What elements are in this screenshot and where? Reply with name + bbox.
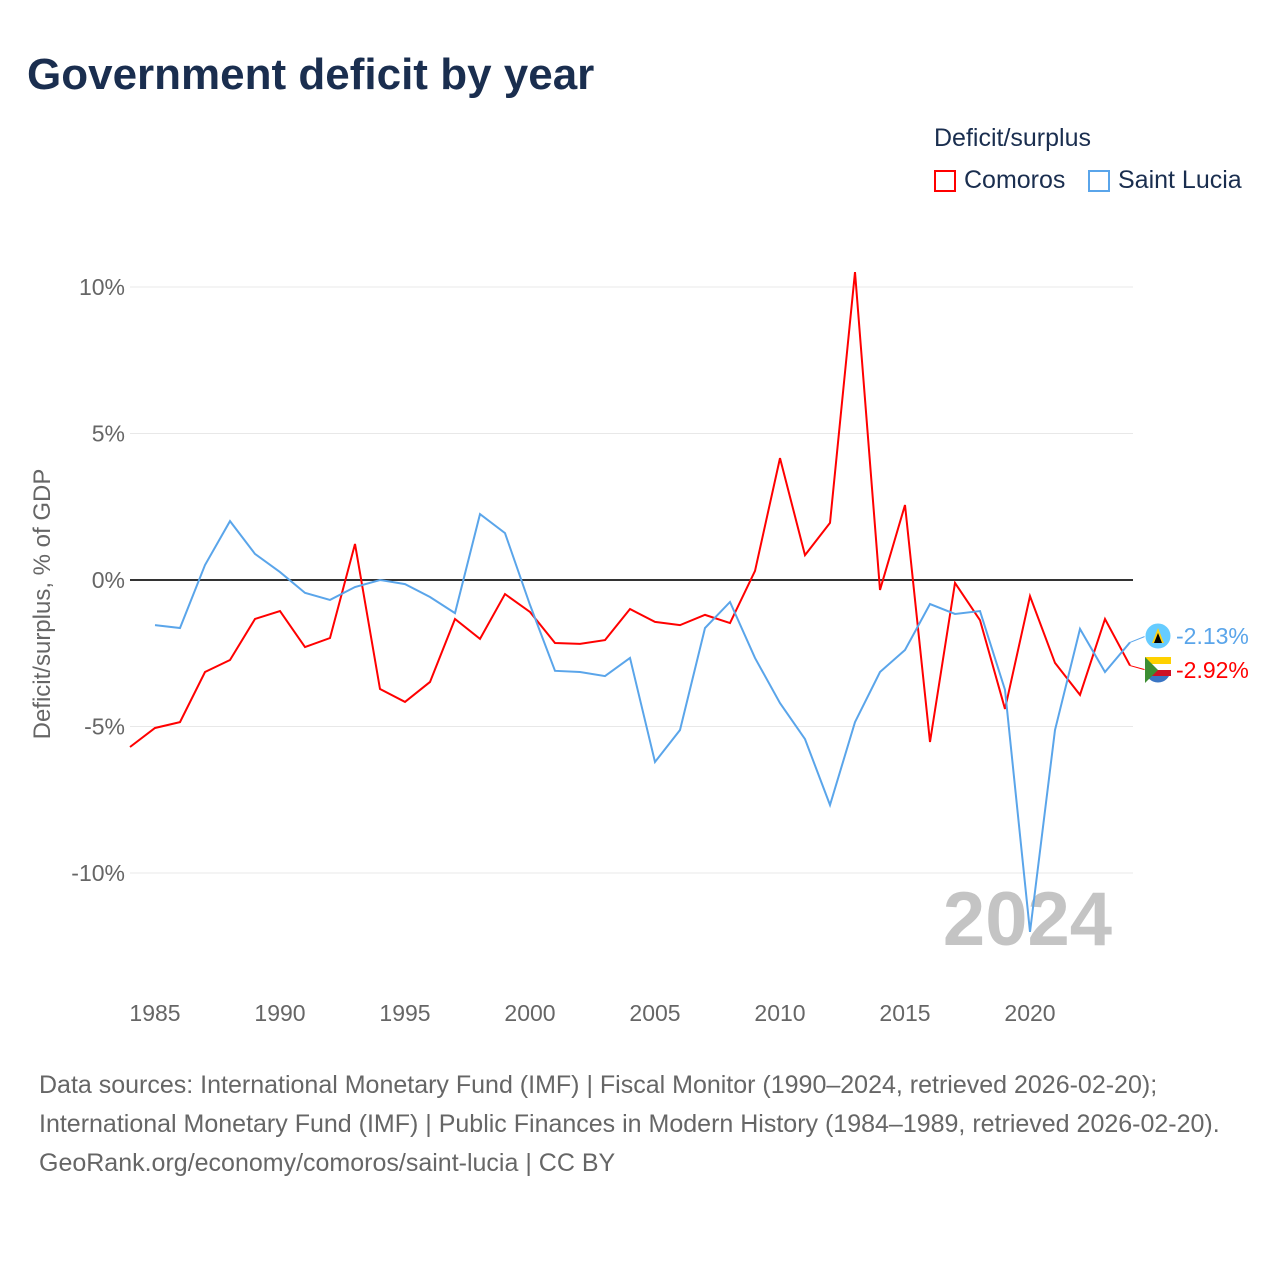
series-line-saint-lucia [154,512,1131,933]
x-tick-label: 2015 [879,1000,930,1026]
year-watermark: 2024 [943,877,1112,962]
legend-swatch-comoros [934,169,956,192]
y-tick-label: 10% [79,274,125,300]
flag-stripe [1145,664,1171,670]
legend-label: Saint Lucia [1118,166,1242,194]
flag-triangle [1154,633,1162,643]
y-tick-label: -5% [84,714,125,740]
flag-stripe [1145,670,1171,676]
line-chart: 2024 10% 5% 0% -5% -10% 1985 1990 1995 2000 2005 20… [29,271,1249,1026]
y-axis-label: Deficit/surplus, % of GDP [29,469,56,740]
x-tick-label: 2010 [754,1000,805,1026]
flag-stripe [1145,657,1171,664]
y-tick-label: 0% [92,567,125,593]
end-connector [1129,665,1147,671]
legend-title: Deficit/surplus [934,124,1091,152]
y-tick-label: 5% [92,421,125,447]
credit-link[interactable]: GeoRank.org/economy/comoros/saint-lucia … [39,1149,616,1177]
flag-triangle [1145,657,1158,683]
x-tick-label: 2000 [504,1000,555,1026]
x-tick-label: 2005 [629,1000,680,1026]
y-tick-label: -10% [71,860,125,886]
footer: Data sources: International Monetary Fun… [39,1066,1239,1183]
x-tick-label: 1990 [254,1000,305,1026]
series-line-comoros [129,271,1131,748]
chart-title: Government deficit by year [27,50,595,99]
legend-label: Comoros [964,166,1066,194]
x-tick-label: 1985 [129,1000,180,1026]
end-connector [1129,635,1147,643]
x-tick-label: 2020 [1004,1000,1055,1026]
legend-item-comoros[interactable]: Comoros [934,166,1065,195]
legend-swatch-saint-lucia [1088,169,1110,192]
x-tick-label: 1995 [379,1000,430,1026]
legend-item-saint-lucia[interactable]: Saint Lucia [1088,166,1242,195]
end-value-label: -2.13% [1176,623,1249,649]
data-sources: Data sources: International Monetary Fun… [39,1071,1220,1138]
end-value-label: -2.92% [1176,657,1249,683]
